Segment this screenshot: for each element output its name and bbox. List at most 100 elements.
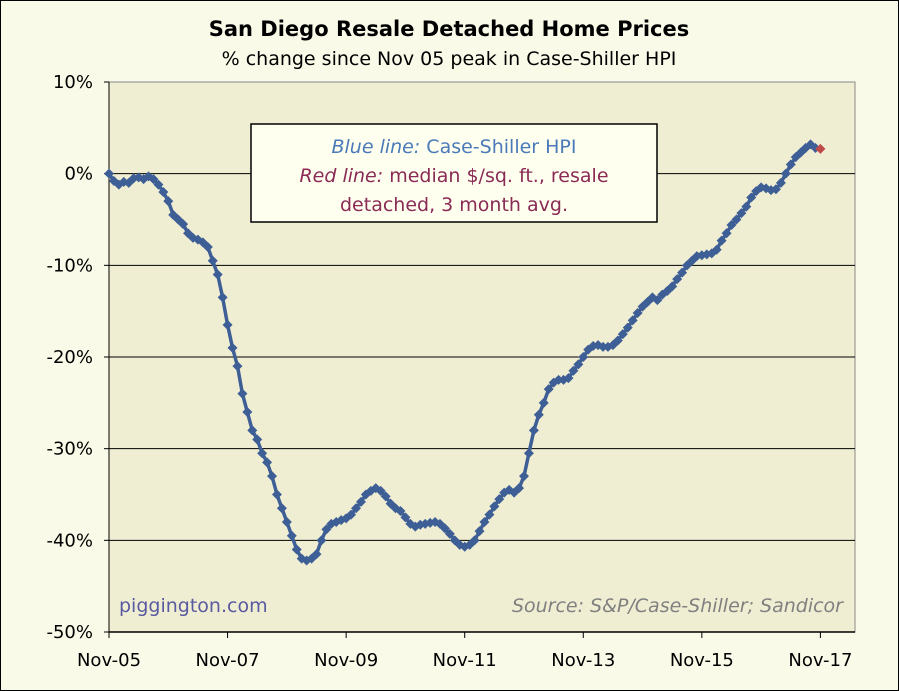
data-point (573, 359, 584, 370)
x-tick-label: Nov-13 (551, 650, 615, 671)
x-tick-label: Nov-07 (196, 650, 260, 671)
legend-line-blue: Blue line: Case-Shiller HPI (331, 136, 576, 158)
data-point (237, 388, 248, 399)
legend-red-text: median $/sq. ft., resale (383, 165, 608, 187)
chart-subtitle: % change since Nov 05 peak in Case-Shill… (222, 48, 677, 70)
data-point (316, 535, 327, 546)
data-point (232, 361, 243, 372)
data-point (514, 483, 525, 494)
y-tick-label: -10% (46, 255, 93, 276)
data-point (815, 143, 826, 154)
data-point (311, 549, 322, 560)
y-tick-label: -30% (46, 439, 93, 460)
data-point (785, 159, 796, 170)
data-point (612, 335, 623, 346)
data-point (355, 496, 366, 507)
data-point (770, 184, 781, 195)
data-point (746, 192, 757, 203)
data-point (563, 373, 574, 384)
data-point (262, 457, 273, 468)
data-point (484, 509, 495, 520)
data-point (286, 530, 297, 541)
data-point (351, 503, 362, 514)
series-layer (104, 139, 826, 566)
data-point (672, 274, 683, 285)
legend-line-red: Red line: median $/sq. ft., resale (299, 165, 608, 187)
data-point (494, 494, 505, 505)
data-point (271, 489, 282, 500)
data-point (123, 177, 134, 188)
data-point (622, 322, 633, 333)
data-point (178, 219, 189, 230)
legend-red-label: Red line: (299, 165, 383, 187)
data-point (257, 448, 268, 459)
data-point (222, 319, 233, 330)
data-point (380, 491, 391, 502)
data-point (474, 526, 485, 537)
y-tick-label: -20% (46, 347, 93, 368)
legend-box-frame (250, 123, 658, 223)
y-tick-label: 0% (64, 164, 93, 185)
x-tick-label: Nov-15 (670, 650, 734, 671)
data-point (163, 196, 174, 207)
data-point (395, 506, 406, 516)
y-tick-label: -50% (46, 622, 93, 643)
data-point (281, 517, 292, 527)
data-point (346, 509, 357, 520)
data-point (252, 434, 263, 445)
data-point (276, 503, 287, 514)
data-point (202, 242, 213, 252)
data-point (578, 352, 589, 362)
data-point (538, 397, 549, 408)
data-point (518, 471, 529, 482)
data-point (568, 365, 579, 376)
data-point (444, 528, 455, 539)
data-point (736, 208, 747, 219)
x-tick-label: Nov-11 (433, 650, 497, 671)
data-point (716, 235, 727, 246)
data-point (375, 485, 386, 496)
data-point (153, 179, 164, 190)
data-point (212, 269, 223, 280)
data-point (400, 512, 411, 523)
data-point (479, 517, 490, 527)
legend-blue-label: Blue line: (331, 136, 420, 158)
data-point (489, 501, 500, 512)
data-point (523, 448, 534, 459)
data-point (711, 244, 722, 255)
legend-box: Blue line: Case-Shiller HPI Red line: me… (250, 123, 658, 223)
data-point (726, 220, 737, 230)
legend-red-text-2: detached, 3 month avg. (340, 194, 568, 216)
data-point (533, 409, 544, 420)
data-point (627, 315, 638, 326)
data-point (543, 384, 554, 395)
data-point (267, 471, 278, 482)
data-point (775, 177, 786, 188)
data-point (207, 255, 218, 266)
data-point (632, 308, 643, 318)
data-point (528, 425, 539, 436)
data-point (780, 168, 791, 179)
x-tick-label: Nov-09 (314, 650, 378, 671)
y-tick-label: 10% (53, 72, 93, 93)
data-point (741, 201, 752, 212)
x-tick-label: Nov-05 (77, 650, 141, 671)
data-point (242, 407, 253, 417)
data-point (652, 295, 663, 306)
data-point (617, 329, 628, 340)
data-point (118, 176, 129, 187)
data-point (104, 168, 114, 179)
data-point (677, 267, 688, 278)
x-tick-label: Nov-17 (788, 650, 852, 671)
data-point (148, 174, 159, 185)
data-point (439, 523, 450, 534)
y-axis-ticks: 10% 0% -10% -20% -30% -40% -50% (46, 72, 109, 643)
data-point (721, 228, 732, 239)
data-point (469, 535, 480, 546)
data-point (158, 187, 169, 197)
data-point (247, 425, 258, 436)
data-point (321, 524, 332, 535)
legend-blue-text: Case-Shiller HPI (420, 136, 576, 158)
data-point (667, 281, 678, 292)
